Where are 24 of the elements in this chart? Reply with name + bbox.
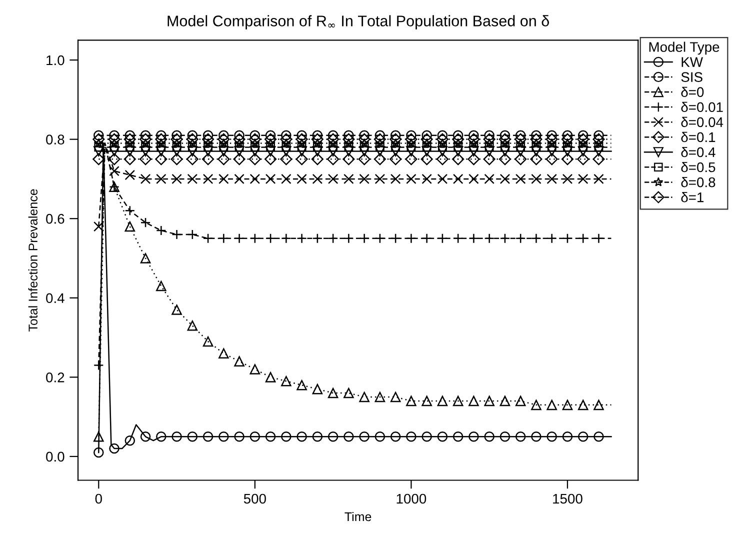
y-tick-label: 0.4 [46,293,64,304]
x-tick-label: 0 [95,494,102,504]
legend-label: δ=0.01 [681,102,723,112]
y-tick-label: 1.0 [46,55,64,66]
legend-label: δ=0.8 [681,177,716,188]
legend-label: δ=0.4 [681,146,716,158]
x-tick-label: 1000 [396,494,426,504]
legend-label: δ=0.04 [681,116,724,128]
legend-title: Model Type [649,42,720,55]
legend-label: δ=0.1 [681,132,716,142]
y-axis-title: Total Infection Prevalence [28,189,38,332]
x-tick-label: 500 [244,494,266,504]
y-tick-label: 0.8 [46,134,64,144]
legend-label: δ=1 [681,192,704,202]
legend-label: δ=0.5 [681,162,716,172]
legend-label: δ=0 [681,86,704,98]
y-tick-label: 0.6 [46,214,64,224]
y-tick-label: 0.2 [46,372,64,382]
legend-label: KW [682,57,703,67]
x-axis-title: Time [344,512,372,522]
x-tick-label: 1500 [553,494,582,504]
chart-title: Model Comparison of R$_{∞}$ In Total Population Based on δ [168,15,549,30]
legend-label: SIS [681,72,702,82]
y-tick-label: 0.0 [46,452,64,462]
